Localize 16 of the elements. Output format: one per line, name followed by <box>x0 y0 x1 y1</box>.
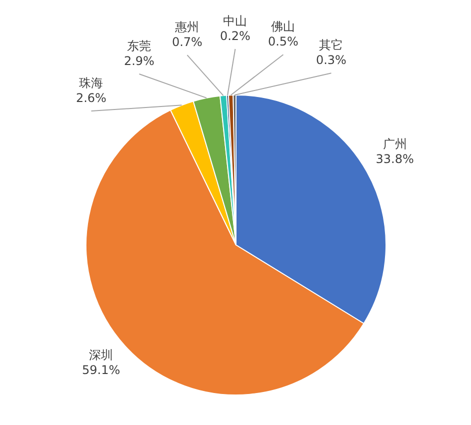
slice-label: 深圳 <box>89 348 114 362</box>
data-label: 59.1% <box>82 363 120 378</box>
slice-label: 中山 <box>223 14 248 28</box>
data-label: 0.2% <box>220 29 250 43</box>
slice-label: 东莞 <box>127 38 152 53</box>
data-label: 2.9% <box>124 54 154 68</box>
slice-label: 惠州 <box>174 20 200 34</box>
slice-label: 广州 <box>382 137 407 152</box>
data-label: 2.6% <box>76 91 106 106</box>
slice-label: 佛山 <box>271 20 296 34</box>
slice-label: 其它 <box>319 38 344 52</box>
data-label: 33.8% <box>376 152 414 166</box>
data-label: 0.3% <box>316 53 346 68</box>
slice-label: 珠海 <box>79 76 104 90</box>
data-label: 0.5% <box>268 34 298 49</box>
data-label: 0.7% <box>172 35 202 50</box>
